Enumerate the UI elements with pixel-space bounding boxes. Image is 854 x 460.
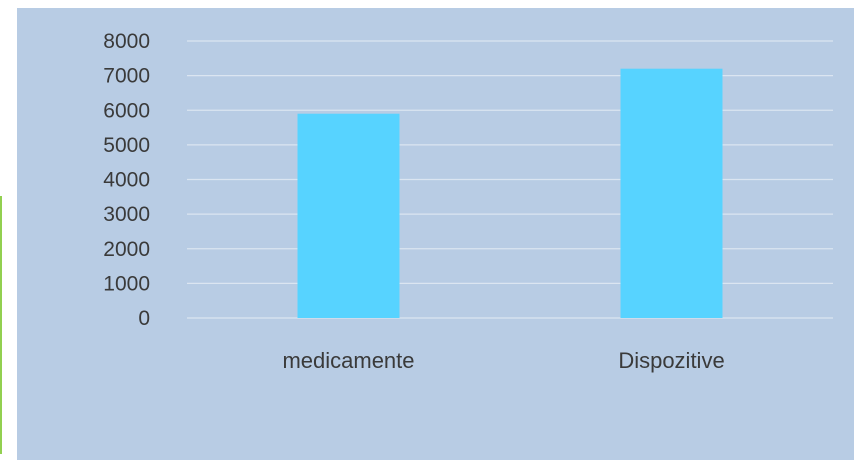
y-tick-label-5000: 5000 [103,134,150,157]
y-tick-label-7000: 7000 [103,65,150,88]
bar-dispozitive [620,68,723,318]
y-tick-label-1000: 1000 [103,272,150,295]
x-axis-category-labels: medicamente Dispozitive [282,348,724,373]
left-accent-line [0,196,2,454]
y-tick-label-6000: 6000 [103,99,150,122]
x-category-label-medicamente: medicamente [282,348,414,373]
y-tick-label-3000: 3000 [103,203,150,226]
x-category-label-dispozitive: Dispozitive [618,348,724,373]
y-axis-tick-labels: 0 1000 2000 3000 4000 5000 6000 7000 8000 [103,30,150,330]
y-tick-label-0: 0 [138,307,150,330]
y-tick-label-4000: 4000 [103,169,150,192]
y-tick-label-8000: 8000 [103,30,150,53]
bar-medicamente [297,113,400,319]
bar-chart: 0 1000 2000 3000 4000 5000 6000 7000 8000 medica… [17,8,854,460]
y-tick-label-2000: 2000 [103,238,150,261]
chart-canvas: 0 1000 2000 3000 4000 5000 6000 7000 8000 medica… [103,30,833,373]
gridlines [187,40,833,319]
bars [297,68,723,319]
